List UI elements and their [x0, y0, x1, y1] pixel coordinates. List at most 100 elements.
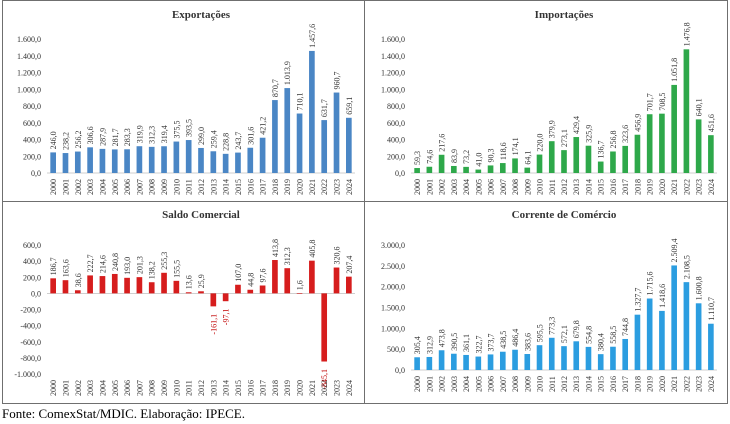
data-label: 390,5 — [450, 333, 459, 351]
data-label: 393,5 — [185, 119, 194, 137]
data-label: -97,1 — [222, 309, 231, 326]
bar — [475, 169, 482, 173]
data-label: 319,9 — [135, 125, 144, 143]
bar — [173, 280, 180, 294]
y-tick-label: 3.000,0 — [381, 241, 405, 250]
bar — [659, 113, 665, 173]
data-label: 554,8 — [584, 326, 593, 344]
y-tick-label: 200,0 — [387, 152, 405, 161]
data-label: 2.509,4 — [670, 238, 679, 262]
bar — [524, 354, 531, 370]
data-label: 155,5 — [172, 260, 181, 278]
bar — [222, 153, 229, 173]
data-label: 456,9 — [633, 114, 642, 132]
x-tick-label: 2013 — [572, 376, 581, 392]
bar — [185, 292, 192, 294]
bar — [62, 153, 69, 173]
x-tick-label: 2002 — [438, 179, 447, 195]
bar — [259, 137, 266, 173]
data-label: 201,3 — [135, 256, 144, 274]
bar — [597, 354, 604, 370]
bar — [683, 49, 690, 173]
bar — [259, 285, 266, 294]
bar — [426, 356, 433, 370]
bar — [597, 161, 604, 173]
bar — [50, 278, 56, 294]
bar — [634, 134, 641, 173]
x-tick-label: 2003 — [450, 179, 459, 195]
data-label: 1.600,8 — [695, 276, 704, 300]
data-label: 2.108,5 — [682, 255, 691, 279]
data-label: 136,7 — [597, 141, 606, 159]
x-tick-label: 2021 — [308, 380, 317, 396]
x-tick-label: 2018 — [271, 179, 280, 195]
bar — [634, 314, 641, 370]
bar — [210, 151, 217, 173]
data-label: 701,7 — [646, 93, 655, 111]
x-tick-label: 2019 — [283, 380, 292, 396]
bar — [463, 354, 469, 370]
bar — [475, 356, 482, 370]
bar — [708, 135, 714, 173]
figure-frame: Exportações 0,0 200,0 400,0 600,0 800,0 1.000,… — [2, 0, 728, 404]
chart-exportacoes: Exportações 0,0 200,0 400,0 600,0 800,0 1.000,… — [17, 9, 355, 195]
bar — [148, 146, 155, 173]
data-label: 90,3 — [487, 148, 496, 162]
bar — [622, 145, 629, 173]
x-tick-label: 2000 — [413, 179, 422, 195]
data-label: 631,7 — [320, 99, 329, 117]
x-tick-label: 2016 — [609, 179, 618, 195]
x-tick-label: 2007 — [135, 380, 144, 396]
data-label: 174,1 — [511, 137, 520, 155]
x-tick-label: 2001 — [61, 380, 70, 396]
x-tick-label: 2024 — [345, 179, 354, 195]
panel-corrente-de-comercio: Corrente de Comércio 0,0 500,0 1.000,0 1.500… — [365, 202, 727, 404]
x-tick-label: 2020 — [658, 376, 667, 392]
x-tick-label: 2005 — [111, 179, 120, 195]
data-label: 214,6 — [98, 255, 107, 273]
x-tick-label: 2010 — [172, 380, 181, 396]
x-tick-label: 2018 — [271, 380, 280, 396]
x-tick-label: 2012 — [197, 380, 206, 396]
x-tick-label: 2005 — [111, 380, 120, 396]
data-label: 320,6 — [333, 247, 342, 265]
y-tick-label: 0,0 — [31, 169, 41, 178]
bar — [136, 146, 143, 173]
bar — [695, 119, 702, 173]
bar — [708, 323, 714, 370]
x-tick-label: 2018 — [633, 376, 642, 392]
data-label: 217,6 — [438, 134, 447, 152]
x-tick-label: 2004 — [462, 179, 471, 195]
x-tick-label: 2004 — [98, 380, 107, 396]
bar — [561, 346, 567, 370]
x-tick-label: 2009 — [160, 380, 169, 396]
bar — [573, 341, 580, 370]
y-tick-label: 1.600,0 — [17, 35, 41, 44]
bar — [185, 140, 192, 173]
data-label: 255,3 — [160, 252, 169, 270]
x-tick-label: 2017 — [259, 179, 268, 195]
data-label: 383,6 — [523, 333, 532, 351]
x-tick-label: 2006 — [487, 376, 496, 392]
bar — [646, 298, 653, 370]
bar — [333, 92, 340, 173]
chart-title: Importações — [535, 9, 594, 21]
x-tick-label: 2012 — [560, 376, 569, 392]
data-label: 1.457,6 — [308, 24, 317, 48]
x-tick-label: 2022 — [682, 179, 691, 195]
x-tick-label: 2006 — [123, 179, 132, 195]
x-tick-label: 2015 — [597, 376, 606, 392]
bar — [309, 50, 315, 174]
bar — [610, 151, 616, 173]
x-tick-label: 2007 — [135, 179, 144, 195]
bar — [512, 158, 518, 173]
bar — [499, 351, 506, 370]
x-tick-label: 2016 — [609, 376, 618, 392]
bar — [487, 165, 494, 173]
panel-exportacoes: Exportações 0,0 200,0 400,0 600,0 800,0 1.000,… — [3, 1, 365, 202]
x-tick-label: 2007 — [499, 179, 508, 195]
bar — [321, 293, 328, 362]
x-tick-label: 2009 — [523, 376, 532, 392]
data-label: 306,6 — [86, 126, 95, 144]
x-tick-label: 2006 — [487, 179, 496, 195]
